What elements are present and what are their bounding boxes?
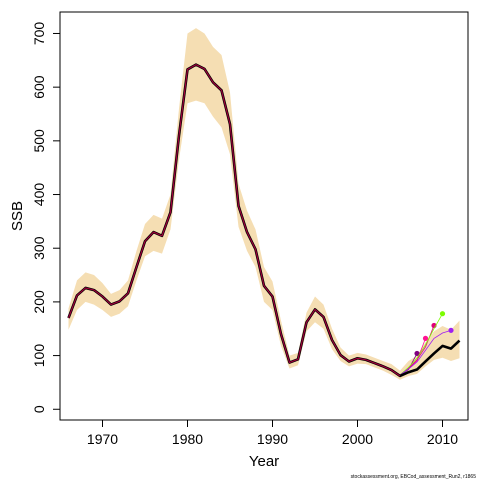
confidence-band-layer xyxy=(68,28,460,380)
y-tick-label: 700 xyxy=(31,22,47,46)
y-axis: 0 100 200 300 400 500 600 700 xyxy=(31,22,60,413)
x-tick-label: 2000 xyxy=(342,431,373,447)
y-tick-label: 500 xyxy=(31,129,47,153)
main-line-layer xyxy=(67,63,461,378)
y-tick-label: 200 xyxy=(31,290,47,314)
confidence-band xyxy=(68,28,460,380)
x-tick-label: 1970 xyxy=(87,431,118,447)
plot-frame xyxy=(59,11,469,421)
x-tick-label: 2010 xyxy=(427,431,458,447)
footnote: stockassessment.org, EBCod_assessment_Ru… xyxy=(351,474,477,480)
retro-line-5 xyxy=(391,329,452,376)
y-tick-label: 0 xyxy=(31,405,47,413)
y-tick-label: 600 xyxy=(31,75,47,99)
main-ssb-line xyxy=(67,63,461,378)
y-axis-title: SSB xyxy=(9,201,26,231)
retro-endpoint-4 xyxy=(439,311,446,317)
y-tick-label: 300 xyxy=(31,236,47,260)
x-tick-label: 1980 xyxy=(172,431,203,447)
retro-endpoint-5 xyxy=(448,327,454,333)
retro-endpoint-1 xyxy=(414,350,420,357)
main-ssb-overlay-line xyxy=(67,64,401,377)
x-axis-title: Year xyxy=(249,453,279,470)
y-tick-label: 100 xyxy=(31,344,47,368)
retro-endpoint-2 xyxy=(422,335,429,341)
y-tick-label: 400 xyxy=(31,183,47,207)
x-tick-label: 1990 xyxy=(257,431,288,447)
x-axis: 1970 1980 1990 2000 2010 xyxy=(87,420,458,447)
